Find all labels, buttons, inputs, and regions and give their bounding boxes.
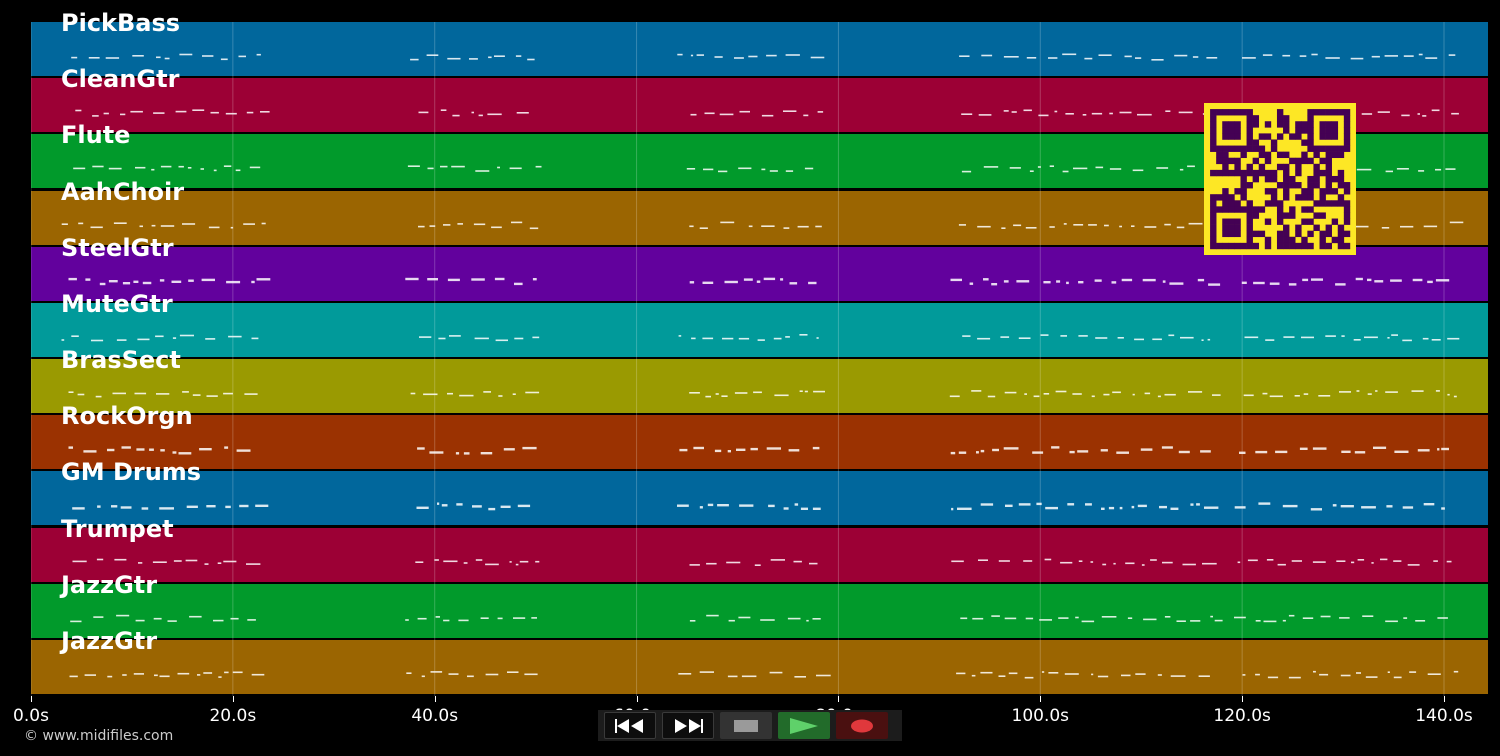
axis-tick xyxy=(636,696,638,702)
axis-tick xyxy=(232,696,234,702)
record-button[interactable] xyxy=(836,712,888,739)
track-lane: PickBass xyxy=(31,10,1488,78)
axis-tick-label: 100.0s xyxy=(1011,706,1070,726)
axis-tick xyxy=(1242,696,1244,702)
qr-code xyxy=(1204,103,1356,255)
stop-button[interactable] xyxy=(720,712,772,739)
track-lane: GM Drums xyxy=(31,459,1488,528)
rewind-icon xyxy=(615,718,643,733)
track-name: CleanGtr xyxy=(61,65,180,94)
fast-forward-button[interactable] xyxy=(662,712,714,739)
track-name: JazzGtr xyxy=(61,626,158,655)
axis-tick-label: 120.0s xyxy=(1213,706,1271,726)
track-name: Flute xyxy=(61,121,131,150)
track-name: BrasSect xyxy=(61,346,181,375)
track-name: PickBass xyxy=(61,9,181,37)
track-lane: Trumpet xyxy=(31,516,1488,584)
track-lane: JazzGtr xyxy=(31,572,1488,640)
play-icon xyxy=(790,717,818,734)
axis-tick xyxy=(31,696,32,702)
axis-tick-label: 140.0s xyxy=(1415,706,1473,726)
track-name: JazzGtr xyxy=(61,570,158,599)
record-icon xyxy=(851,719,873,732)
track-name: AahChoir xyxy=(61,177,185,206)
axis-tick xyxy=(1040,696,1042,702)
axis-tick-label: 20.0s xyxy=(209,706,257,726)
track-name: Trumpet xyxy=(61,514,174,543)
axis-tick xyxy=(838,696,840,702)
play-button[interactable] xyxy=(778,712,830,739)
copyright-text: © www.midifiles.com xyxy=(24,728,174,744)
axis-tick-label: 0.0s xyxy=(13,706,49,726)
track-name: MuteGtr xyxy=(61,289,173,318)
track-lane: BrasSect xyxy=(31,347,1488,416)
track-lane: RockOrgn xyxy=(31,403,1488,472)
track-lane: SteelGtr xyxy=(31,235,1488,303)
fast-forward-icon xyxy=(675,718,703,733)
axis-tick-label: 40.0s xyxy=(411,706,459,726)
transport-controls xyxy=(598,710,902,741)
rewind-button[interactable] xyxy=(604,712,656,739)
track-name: RockOrgn xyxy=(61,402,193,431)
track-name: SteelGtr xyxy=(61,233,174,262)
track-lane: JazzGtr xyxy=(31,628,1488,696)
track-name: GM Drums xyxy=(61,458,202,487)
track-lane: MuteGtr xyxy=(31,291,1488,359)
axis-tick xyxy=(1444,696,1445,702)
stop-icon xyxy=(734,719,758,732)
axis-tick xyxy=(434,696,436,702)
track-lanes: PickBass CleanGtr Flute AahChoir SteelGtr Mut… xyxy=(31,10,1488,696)
